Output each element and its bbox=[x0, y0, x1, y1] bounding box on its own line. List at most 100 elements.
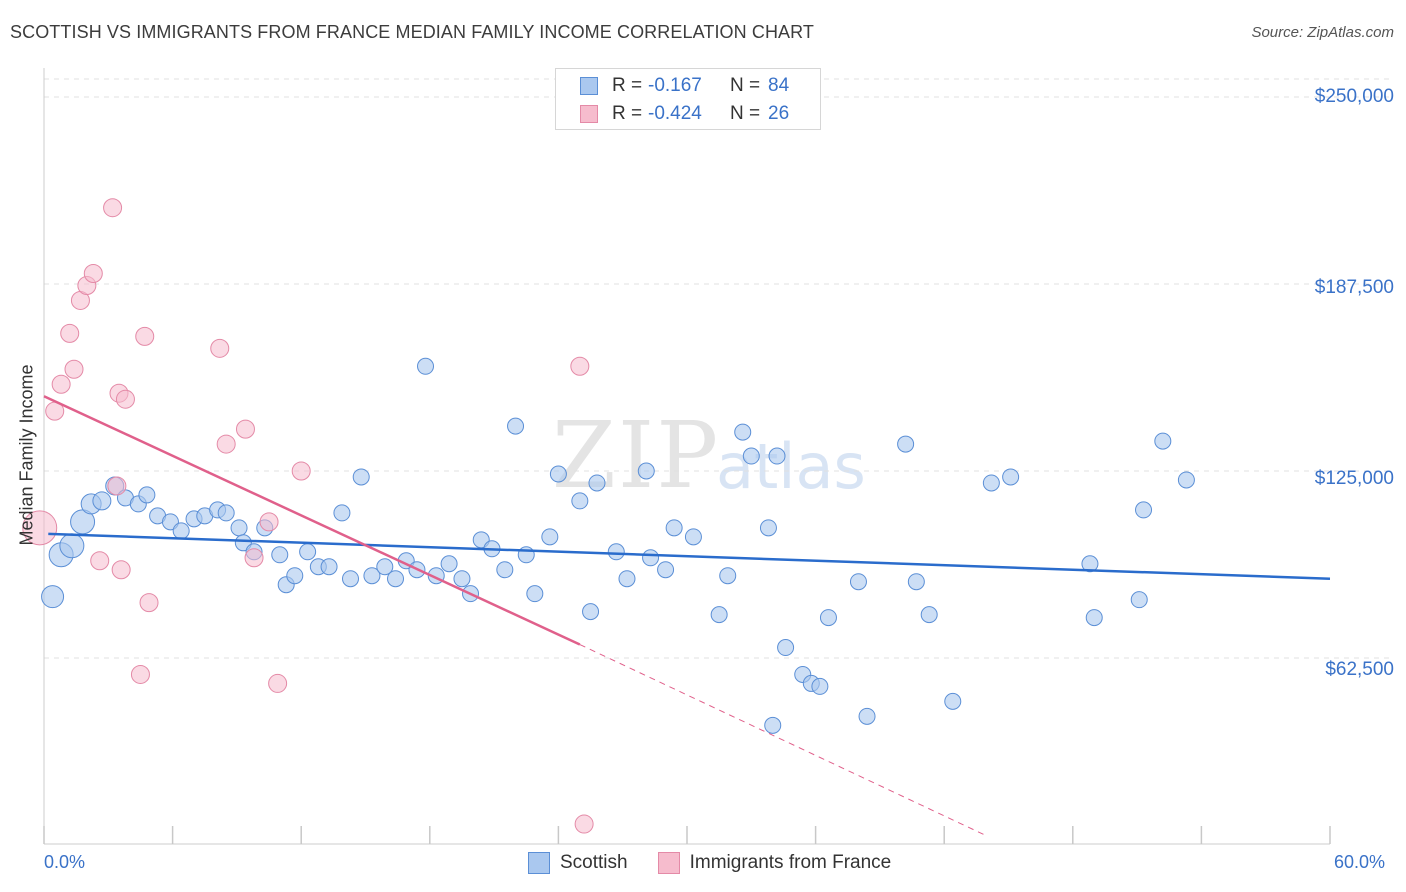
scottish-point bbox=[541, 528, 559, 546]
scottish-point bbox=[710, 606, 728, 624]
scottish-point bbox=[582, 603, 600, 621]
scottish-point bbox=[172, 522, 190, 540]
scottish-point bbox=[1081, 555, 1099, 573]
legend-r-value: -0.424 bbox=[648, 103, 702, 124]
scottish-point bbox=[59, 533, 85, 559]
watermark-zip: ZIP bbox=[552, 402, 721, 509]
france-point bbox=[90, 551, 110, 571]
scottish-point bbox=[944, 692, 962, 710]
scottish-point bbox=[526, 585, 544, 603]
scottish-point bbox=[1085, 609, 1103, 627]
france-point bbox=[103, 198, 123, 218]
chart-title: SCOTTISH VS IMMIGRANTS FROM FRANCE MEDIA… bbox=[10, 22, 815, 42]
france-point bbox=[235, 419, 255, 439]
scottish-point bbox=[858, 707, 876, 725]
y-tick-label: $250,000 bbox=[1314, 86, 1394, 107]
scottish-point bbox=[759, 519, 777, 537]
france-point bbox=[107, 476, 127, 496]
france-point bbox=[244, 548, 264, 568]
y-axis-label: Median Family Income bbox=[16, 364, 37, 546]
scottish-trendline bbox=[48, 532, 1331, 580]
france-point bbox=[291, 461, 311, 481]
scottish-point bbox=[440, 555, 458, 573]
scottish-point bbox=[618, 570, 636, 588]
france-trendline-extension bbox=[579, 644, 988, 837]
correlation-legend: R = -0.167 N = 84 R = -0.424 N = 26 bbox=[555, 68, 821, 130]
scottish-point bbox=[607, 543, 625, 561]
france-point bbox=[60, 323, 80, 343]
scottish-point bbox=[286, 567, 304, 585]
x-tick-label-min: 0.0% bbox=[44, 852, 86, 872]
scottish-point bbox=[588, 474, 606, 492]
france-point bbox=[135, 326, 155, 346]
scottish-point bbox=[417, 357, 435, 375]
scottish-point bbox=[768, 447, 786, 465]
scottish-point bbox=[1154, 432, 1172, 450]
scottish-point bbox=[1002, 468, 1020, 486]
scottish-point bbox=[333, 504, 351, 522]
scottish-point bbox=[777, 639, 795, 657]
france-point bbox=[83, 264, 103, 284]
scottish-point bbox=[571, 492, 589, 510]
legend-swatch-blue bbox=[528, 852, 550, 874]
france-point bbox=[22, 510, 58, 546]
scottish-point bbox=[363, 567, 381, 585]
france-point bbox=[574, 814, 594, 834]
legend-n-label: N = bbox=[730, 75, 761, 96]
scottish-point bbox=[657, 561, 675, 579]
france-point bbox=[51, 374, 71, 394]
scottish-point bbox=[453, 570, 471, 588]
scottish-point bbox=[230, 519, 248, 537]
scottish-point bbox=[387, 570, 405, 588]
legend-item-scottish[interactable]: Scottish bbox=[528, 852, 628, 874]
legend-row-scottish: R = -0.167 N = 84 bbox=[580, 73, 789, 99]
watermark-atlas: atlas bbox=[716, 430, 866, 503]
scottish-point bbox=[549, 465, 567, 483]
scottish-point bbox=[352, 468, 370, 486]
scottish-point bbox=[719, 567, 737, 585]
france-point bbox=[570, 356, 590, 376]
scottish-point bbox=[819, 609, 837, 627]
series-legend: Scottish Immigrants from France bbox=[528, 852, 921, 874]
legend-r-label: R = bbox=[612, 103, 643, 124]
scottish-point bbox=[849, 573, 867, 591]
scottish-point bbox=[897, 435, 915, 453]
scottish-point bbox=[507, 417, 525, 435]
france-point bbox=[259, 512, 279, 532]
france-point bbox=[210, 338, 230, 358]
scottish-point bbox=[92, 491, 112, 511]
scottish-point bbox=[320, 558, 338, 576]
scottish-point bbox=[742, 447, 760, 465]
france-trendline bbox=[43, 395, 581, 646]
y-tick-label: $62,500 bbox=[1325, 659, 1394, 680]
scottish-point bbox=[138, 486, 156, 504]
legend-label: Immigrants from France bbox=[689, 852, 892, 873]
legend-row-france: R = -0.424 N = 26 bbox=[580, 101, 789, 127]
legend-n-label: N = bbox=[730, 103, 761, 124]
legend-swatch-blue bbox=[580, 77, 598, 95]
scottish-point bbox=[684, 528, 702, 546]
scottish-point bbox=[637, 462, 655, 480]
scottish-point bbox=[642, 549, 660, 567]
y-tick-label: $125,000 bbox=[1314, 468, 1394, 489]
legend-item-france[interactable]: Immigrants from France bbox=[657, 852, 892, 874]
france-point bbox=[268, 673, 288, 693]
scottish-point bbox=[217, 504, 235, 522]
y-tick-label: $187,500 bbox=[1314, 277, 1394, 298]
france-point bbox=[216, 434, 236, 454]
france-point bbox=[115, 389, 135, 409]
scottish-point bbox=[299, 543, 317, 561]
scottish-point bbox=[764, 716, 782, 734]
legend-r-label: R = bbox=[612, 75, 643, 96]
france-point bbox=[64, 359, 84, 379]
scottish-point bbox=[496, 561, 514, 579]
france-point bbox=[139, 593, 159, 613]
legend-r-value: -0.167 bbox=[648, 75, 702, 96]
scottish-point bbox=[1130, 591, 1148, 609]
scottish-point bbox=[920, 606, 938, 624]
legend-n-value: 84 bbox=[768, 75, 790, 96]
x-tick-label-max: 60.0% bbox=[1334, 852, 1386, 872]
legend-swatch-pink bbox=[580, 105, 598, 123]
legend-n-value: 26 bbox=[768, 103, 790, 124]
